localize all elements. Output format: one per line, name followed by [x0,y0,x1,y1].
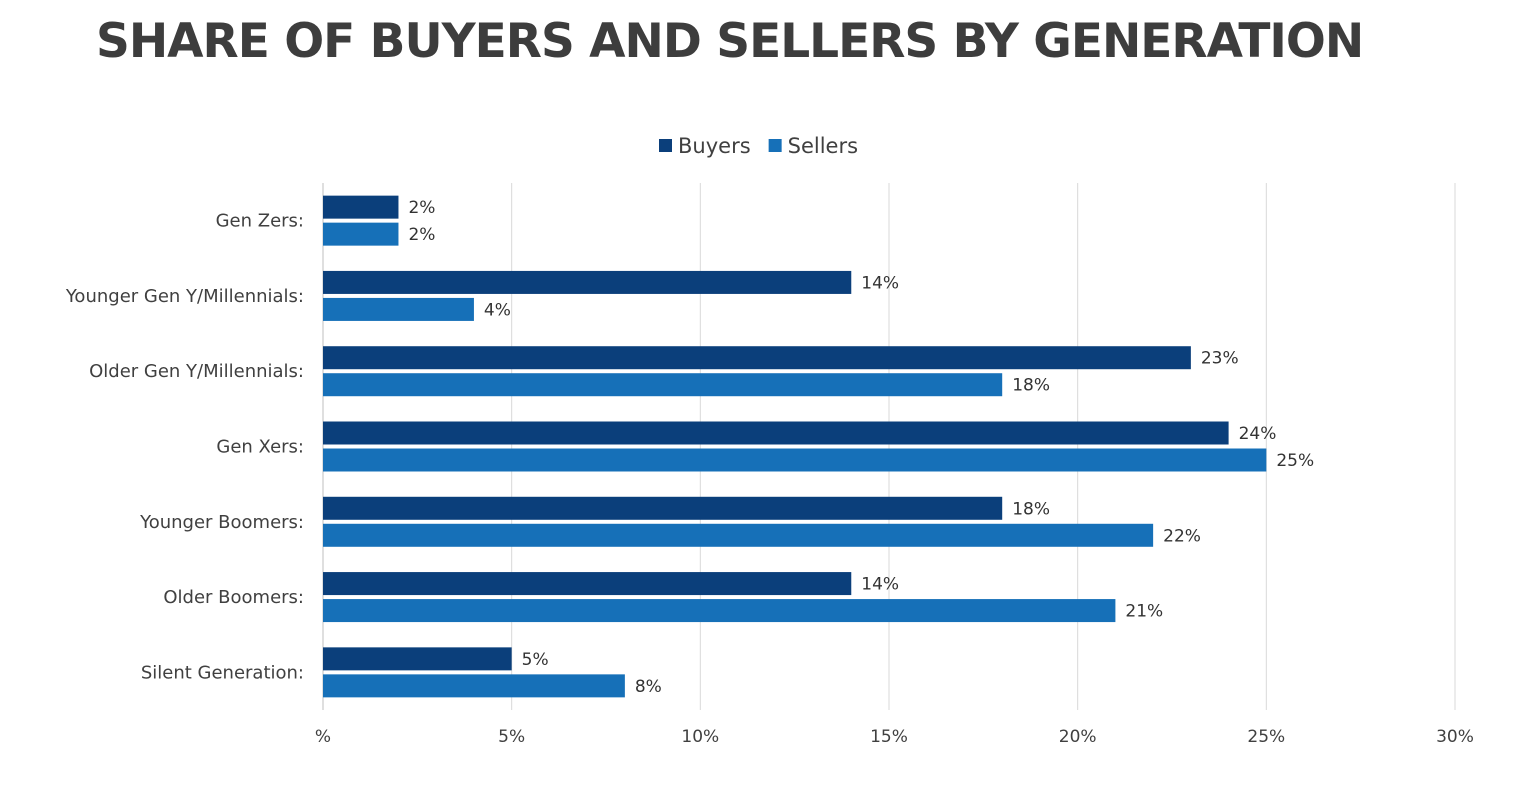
bar-buyers [323,421,1229,445]
data-label: 23% [1201,349,1239,369]
category-label: Silent Generation: [141,662,304,683]
data-label: 14% [861,575,899,595]
bar-sellers [323,222,399,246]
bar-buyers [323,346,1191,370]
category-label: Gen Xers: [216,437,304,458]
x-tick-label: 15% [870,727,908,747]
x-tick-label: 5% [498,727,525,747]
legend-swatch [768,139,782,152]
data-label: 8% [635,677,662,697]
x-tick-label: 10% [681,727,719,747]
data-label: 25% [1276,451,1314,471]
bar-buyers [323,647,512,671]
data-label: 21% [1125,602,1163,622]
bar-buyers [323,195,399,219]
data-label: 2% [408,198,435,218]
bar-sellers [323,373,1003,397]
category-label: Older Gen Y/Millennials: [89,361,304,382]
category-label: Gen Zers: [216,211,304,232]
x-tick-label: % [315,727,331,747]
data-label: 18% [1012,499,1050,519]
bar-buyers [323,572,852,596]
data-label: 22% [1163,526,1201,546]
bar-sellers [323,599,1116,623]
data-label: 14% [861,273,899,293]
legend-label: Buyers [678,134,751,158]
data-label: 24% [1239,424,1277,444]
data-label: 4% [484,300,511,320]
bar-buyers [323,496,1003,520]
bar-sellers [323,674,625,698]
data-label: 18% [1012,376,1050,396]
legend-label: Sellers [788,134,858,158]
x-tick-label: 30% [1436,727,1474,747]
bar-sellers [323,523,1154,547]
bar-buyers [323,270,852,294]
x-tick-label: 20% [1059,727,1097,747]
data-label: 5% [522,650,549,670]
category-label: Younger Boomers: [139,512,304,533]
chart-title: SHARE OF BUYERS AND SELLERS BY GENERATIO… [96,14,1364,69]
bar-sellers [323,448,1267,472]
x-tick-label: 25% [1247,727,1285,747]
data-label: 2% [408,225,435,245]
category-label: Younger Gen Y/Millennials: [65,286,304,307]
legend-swatch [659,139,672,152]
category-label: Older Boomers: [163,587,304,608]
bar-sellers [323,297,474,321]
